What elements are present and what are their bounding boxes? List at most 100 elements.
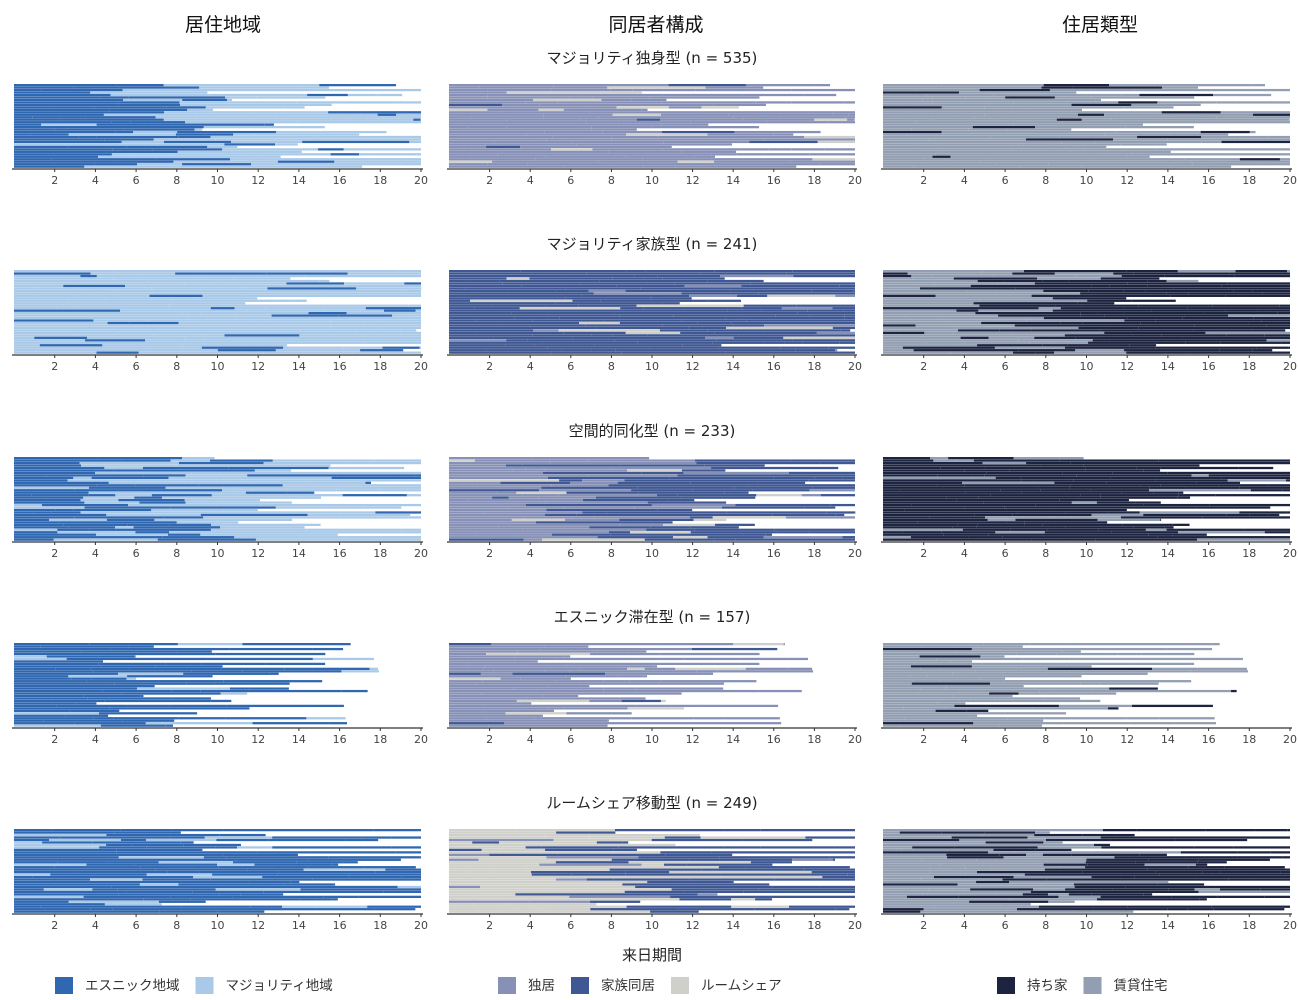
sequence-segment: [883, 875, 934, 879]
sequence-segment: [14, 533, 97, 536]
sequence-segment: [724, 491, 749, 494]
sequence-segment: [341, 689, 368, 693]
x-tick-label: 6: [133, 547, 140, 560]
sequence-segment: [153, 138, 216, 141]
sequence-segment: [1212, 873, 1290, 876]
sequence-segment: [14, 905, 41, 908]
sequence-segment: [909, 111, 933, 114]
sequence-segment: [980, 299, 1088, 302]
sequence-segment: [791, 148, 825, 151]
sequence-segment: [264, 304, 302, 307]
sequence-segment: [1010, 111, 1117, 114]
sequence-segment: [707, 329, 765, 332]
sequence-segment: [1132, 670, 1191, 673]
sequence-segment: [1100, 277, 1160, 280]
sequence-segment: [449, 523, 526, 526]
sequence-segment: [14, 312, 121, 315]
sequence-segment: [681, 496, 723, 499]
sequence-segment: [1187, 908, 1214, 911]
sequence-segment: [14, 675, 69, 678]
sequence-segment: [1084, 680, 1102, 683]
sequence-segment: [178, 717, 226, 720]
x-tick-label: 12: [251, 733, 265, 746]
sequence-segment: [281, 878, 313, 881]
sequence-segment: [54, 128, 125, 131]
sequence-segment: [1054, 96, 1092, 99]
sequence-segment: [774, 528, 855, 531]
sequence-segment: [1235, 101, 1290, 104]
sequence-segment: [184, 499, 260, 502]
sequence-segment: [14, 331, 118, 335]
sequence-segment: [1194, 846, 1234, 849]
sequence-segment: [376, 284, 415, 288]
sequence-segment: [1266, 339, 1290, 342]
sequence-segment: [68, 133, 176, 136]
sequence-segment: [555, 657, 661, 661]
sequence-segment: [993, 848, 1036, 852]
sequence-segment: [1104, 331, 1132, 335]
sequence-segment: [333, 88, 369, 92]
sequence-segment: [1029, 856, 1115, 859]
sequence-segment: [328, 722, 347, 725]
sequence-segment: [1219, 326, 1290, 330]
sequence-segment: [804, 93, 837, 97]
sequence-segment: [1122, 523, 1173, 526]
sequence-segment: [631, 833, 700, 837]
sequence-segment: [1259, 856, 1283, 859]
sequence-segment: [449, 709, 485, 712]
sequence-segment: [184, 282, 207, 285]
sequence-segment: [272, 329, 301, 332]
sequence-segment: [683, 657, 789, 661]
sequence-segment: [165, 662, 201, 666]
sequence-segment: [956, 326, 985, 330]
x-tick-label: 6: [1002, 919, 1009, 932]
sequence-segment: [131, 341, 183, 344]
sequence-segment: [715, 682, 724, 685]
sequence-panel: 2 4 6 8 10 12 14 16 18 20: [447, 643, 862, 746]
sequence-segment: [982, 687, 1023, 690]
legend-label: 独居: [528, 978, 555, 994]
sequence-segment: [127, 675, 213, 678]
sequence-segment: [14, 287, 38, 290]
x-tick-label: 4: [527, 174, 534, 187]
sequence-segment: [940, 466, 985, 470]
sequence-segment: [911, 128, 969, 131]
sequence-segment: [68, 302, 172, 305]
sequence-segment: [344, 282, 405, 285]
sequence-segment: [1261, 160, 1290, 163]
sequence-segment: [711, 153, 737, 156]
sequence-segment: [1064, 334, 1134, 337]
sequence-segment: [449, 878, 556, 881]
sequence-segment: [449, 272, 533, 275]
sequence-segment: [1031, 329, 1101, 332]
sequence-segment: [478, 910, 500, 913]
sequence-segment: [168, 523, 212, 526]
sequence-segment: [1210, 88, 1249, 92]
sequence-segment: [99, 846, 147, 849]
sequence-segment: [118, 86, 200, 89]
sequence-segment: [202, 334, 225, 337]
sequence-segment: [598, 116, 657, 119]
sequence-segment: [1068, 893, 1092, 896]
sequence-segment: [149, 903, 162, 906]
sequence-segment: [14, 88, 42, 92]
sequence-segment: [1078, 496, 1101, 499]
sequence-segment: [1059, 890, 1096, 894]
sequence-segment: [66, 657, 158, 661]
sequence-segment: [1035, 831, 1050, 834]
sequence-segment: [216, 838, 269, 842]
sequence-segment: [525, 503, 621, 507]
sequence-segment: [449, 158, 536, 161]
sequence-segment: [932, 96, 966, 99]
sequence-segment: [449, 685, 549, 688]
x-tick-label: 6: [567, 547, 574, 560]
sequence-segment: [110, 647, 129, 651]
sequence-segment: [14, 875, 33, 879]
sequence-segment: [449, 148, 472, 151]
sequence-segment: [212, 531, 315, 534]
sequence-segment: [77, 660, 104, 663]
x-tick-label: 20: [414, 547, 428, 560]
sequence-segment: [554, 531, 609, 534]
sequence-segment: [1249, 513, 1268, 517]
sequence-segment: [620, 503, 652, 507]
